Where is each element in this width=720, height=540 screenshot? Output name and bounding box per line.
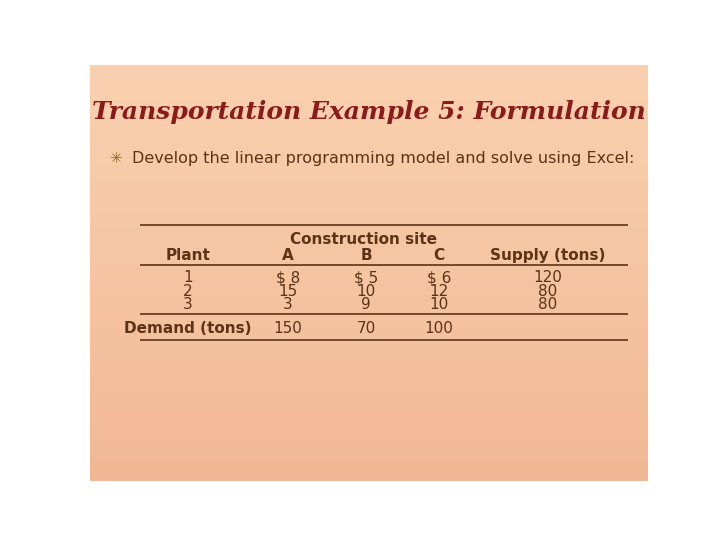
Text: 100: 100 [424,321,453,335]
Text: 10: 10 [429,297,449,312]
Text: ✳: ✳ [109,151,122,166]
Text: 120: 120 [533,270,562,285]
Text: Transportation Example 5: Formulation: Transportation Example 5: Formulation [92,100,646,124]
Text: 3: 3 [183,297,192,312]
Text: $ 8: $ 8 [276,270,300,285]
Text: B: B [361,248,372,263]
Text: 80: 80 [538,284,557,299]
Text: 10: 10 [356,284,376,299]
Text: Construction site: Construction site [290,232,437,247]
Text: 9: 9 [361,297,371,312]
Text: 150: 150 [274,321,302,335]
Text: 2: 2 [183,284,192,299]
Text: 12: 12 [429,284,449,299]
Text: $ 5: $ 5 [354,270,378,285]
Text: Plant: Plant [165,248,210,263]
Text: C: C [433,248,444,263]
Text: $ 6: $ 6 [426,270,451,285]
Text: 80: 80 [538,297,557,312]
Text: A: A [282,248,294,263]
Text: 70: 70 [356,321,376,335]
Text: 15: 15 [279,284,297,299]
Text: Develop the linear programming model and solve using Excel:: Develop the linear programming model and… [132,151,634,166]
Text: Supply (tons): Supply (tons) [490,248,606,263]
Text: 1: 1 [183,270,192,285]
Text: Demand (tons): Demand (tons) [124,321,251,335]
Text: 3: 3 [283,297,293,312]
